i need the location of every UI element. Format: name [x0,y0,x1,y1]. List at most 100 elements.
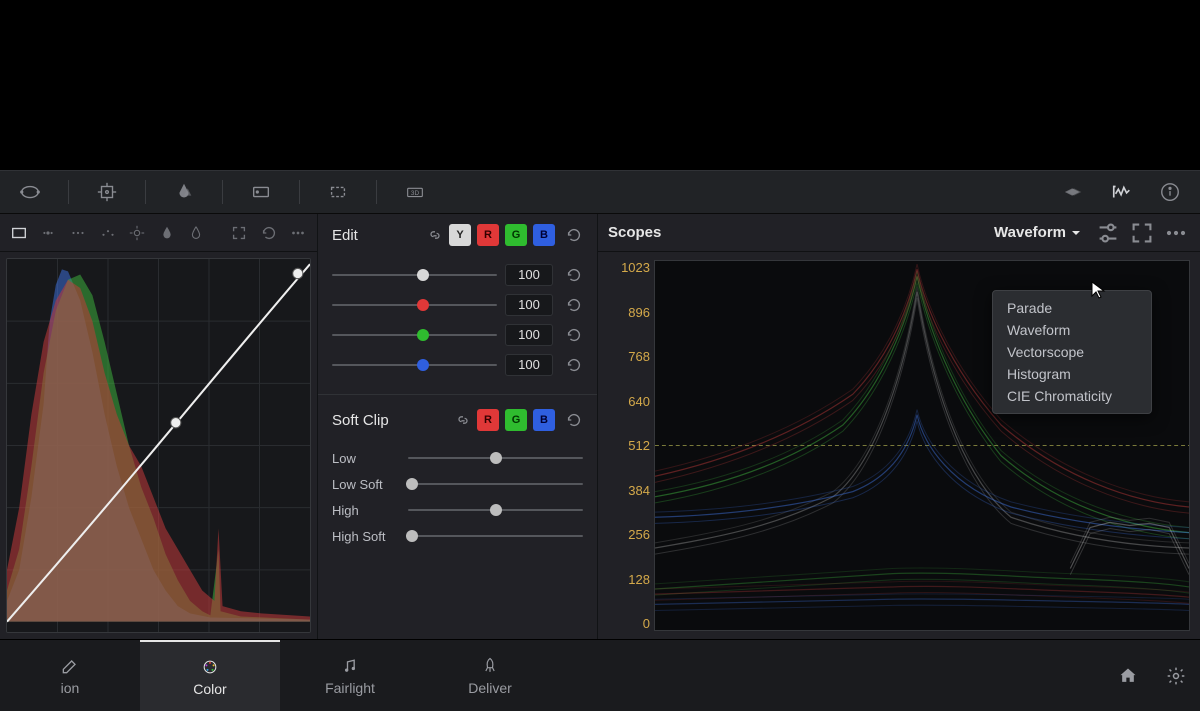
rocket-icon [480,656,500,676]
edit-slider-row: 100 [332,350,583,380]
slider-thumb[interactable] [490,504,502,516]
slider-track[interactable] [332,274,497,276]
channel-b-button[interactable]: B [533,224,555,246]
slider-value[interactable]: 100 [505,324,553,346]
slider-track[interactable] [332,334,497,336]
crop-icon[interactable] [316,178,360,206]
rect-icon[interactable] [6,221,32,245]
layers-icon[interactable] [1052,178,1096,206]
curves-graph[interactable] [6,258,311,633]
slider-track[interactable] [332,364,497,366]
softclip-g-button[interactable]: G [505,409,527,431]
tab-label: Color [193,681,226,697]
tab-ion[interactable]: ion [0,640,140,711]
scope-y-label: 768 [606,349,650,364]
channel-r-button[interactable]: R [477,224,499,246]
more-icon[interactable] [1162,221,1190,245]
mask-shape-icon[interactable] [8,178,52,206]
cursor-icon [1090,280,1106,300]
edit-slider-row: 100 [332,260,583,290]
dots2-icon[interactable] [65,221,91,245]
dropdown-item[interactable]: Vectorscope [993,341,1151,363]
dropdown-item[interactable]: Waveform [993,319,1151,341]
gear-icon[interactable] [1152,640,1200,711]
tab-deliver[interactable]: Deliver [420,640,560,711]
slider-thumb[interactable] [417,359,429,371]
dots1-icon[interactable] [36,221,62,245]
slider-track[interactable] [408,509,583,511]
color-wheel-icon [200,657,220,677]
scope-y-label: 0 [606,616,650,631]
slider-value[interactable]: 100 [505,264,553,286]
film-icon[interactable] [239,178,283,206]
info-icon[interactable] [1148,178,1192,206]
channel-y-button[interactable]: Y [449,224,471,246]
softclip-slider-row: Low Soft [332,471,583,497]
dropdown-item[interactable]: Histogram [993,363,1151,385]
dots3-icon[interactable] [95,221,121,245]
more-icon[interactable] [285,221,311,245]
link-icon[interactable] [455,412,471,428]
slider-track[interactable] [332,304,497,306]
scopes-header: Scopes Waveform [598,214,1200,252]
channel-g-button[interactable]: G [505,224,527,246]
reset-icon[interactable] [256,221,282,245]
expand-icon[interactable] [226,221,252,245]
3d-icon[interactable]: 3D [393,178,437,206]
expand-icon[interactable] [1128,221,1156,245]
edit-slider-row: 100 [332,320,583,350]
scopes-title: Scopes [608,224,661,241]
scope-y-label: 384 [606,483,650,498]
page-tabs: ion Color Fairlight Deliver [0,639,1200,711]
scope-y-label: 896 [606,305,650,320]
drop1-icon[interactable] [154,221,180,245]
slider-value[interactable]: 100 [505,354,553,376]
slider-track[interactable] [408,535,583,537]
curves-panel [0,214,318,639]
slider-track[interactable] [408,483,583,485]
dropdown-item[interactable]: Parade [993,297,1151,319]
scope-selected-label: Waveform [994,224,1066,241]
edit-reset-icon[interactable] [565,226,583,244]
tool-toolbar: 3D [0,170,1200,214]
scope-type-select[interactable]: Waveform [988,220,1088,245]
softclip-reset-icon[interactable] [565,411,583,429]
softclip-label: High [332,503,400,518]
slider-reset-icon[interactable] [565,296,583,314]
softclip-r-button[interactable]: R [477,409,499,431]
softclip-slider-row: High [332,497,583,523]
softclip-b-button[interactable]: B [533,409,555,431]
tab-label: Deliver [468,680,512,696]
link-icon[interactable] [427,227,443,243]
slider-thumb[interactable] [490,452,502,464]
tab-fairlight[interactable]: Fairlight [280,640,420,711]
edit-title: Edit [332,227,421,244]
slider-thumb[interactable] [406,478,418,490]
crosshair-icon[interactable] [85,178,129,206]
softclip-header: Soft Clip R G B [332,409,583,431]
sliders-icon[interactable] [1094,221,1122,245]
slider-reset-icon[interactable] [565,356,583,374]
slider-track[interactable] [408,457,583,459]
drop-shape-icon[interactable] [162,178,206,206]
dropdown-item[interactable]: CIE Chromaticity [993,385,1151,407]
slider-value[interactable]: 100 [505,294,553,316]
slider-reset-icon[interactable] [565,266,583,284]
tab-label: ion [61,680,80,696]
viewer-area [0,0,1200,170]
slider-thumb[interactable] [406,530,418,542]
drop2-icon[interactable] [183,221,209,245]
softclip-label: High Soft [332,529,400,544]
slider-thumb[interactable] [417,269,429,281]
slider-thumb[interactable] [417,329,429,341]
curves-toolbar [0,214,317,252]
tab-color[interactable]: Color [140,640,280,711]
softclip-slider-row: Low [332,445,583,471]
waveform-toggle-icon[interactable] [1100,178,1144,206]
slider-reset-icon[interactable] [565,326,583,344]
home-icon[interactable] [1104,640,1152,711]
slider-thumb[interactable] [417,299,429,311]
sun-icon[interactable] [124,221,150,245]
edit-header: Edit Y R G B [332,224,583,246]
scopes-body: 10238967686405123842561280 ParadeWavefor… [598,252,1200,639]
